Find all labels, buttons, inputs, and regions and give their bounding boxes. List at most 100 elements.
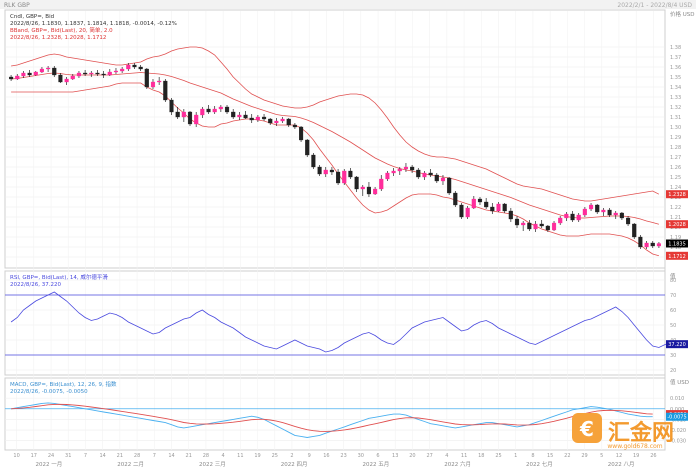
candle-body (224, 106, 230, 113)
candle-body (558, 217, 563, 224)
candle-body (576, 214, 581, 221)
candle (564, 212, 569, 221)
value-tag-label: 1.2328 (668, 192, 686, 198)
candle-body (299, 126, 304, 141)
candle (354, 176, 359, 192)
candle (95, 70, 100, 76)
price-y-tick: 1.27 (670, 155, 681, 161)
candle (656, 242, 661, 248)
candle-body (144, 68, 149, 88)
candle (360, 185, 365, 196)
rsi-legend-2: 2022/8/26, 37.220 (10, 282, 61, 288)
candle-body (70, 75, 75, 80)
x-day-tick: 28 (134, 453, 140, 459)
candle-body (434, 174, 439, 182)
candle (200, 107, 205, 118)
candle (471, 196, 476, 209)
candle-body (619, 212, 624, 219)
macd-y-tick: 0.010 (670, 396, 684, 402)
candle-body (336, 171, 341, 184)
candle (496, 202, 501, 212)
candle (299, 126, 304, 142)
candle (607, 208, 612, 217)
price-y-tick: 1.33 (670, 95, 681, 101)
candle (224, 105, 230, 114)
candle-body (89, 72, 94, 75)
value-tags: 1.23281.20281.18351.171237.220-0.0050-0.… (666, 190, 688, 421)
candle-body (95, 72, 100, 75)
x-day-tick: 7 (84, 453, 87, 459)
value-tag-box (666, 340, 688, 349)
candle-body (403, 166, 409, 170)
candle-body (447, 177, 452, 194)
candle-body (588, 204, 594, 210)
candle-body (169, 99, 174, 113)
candle (21, 71, 26, 78)
x-day-tick: 12 (616, 453, 622, 459)
macd-axis-title: 值 USD (670, 378, 689, 386)
x-month-label: 2022 三月 (199, 461, 226, 468)
candle-body (366, 186, 371, 195)
candle (46, 66, 51, 72)
candle-body (76, 72, 82, 77)
candle-body (360, 186, 365, 190)
watermark-logo-icon: € (579, 417, 594, 441)
candle-body (514, 218, 520, 226)
value-tag: 37.220 (666, 340, 688, 349)
candle-body (484, 201, 489, 208)
candle (502, 203, 507, 213)
price-y-tick: 1.21 (670, 215, 681, 221)
candle-body (385, 172, 390, 180)
candle-body (502, 203, 507, 212)
candle-body (175, 111, 180, 118)
candle-body (496, 203, 501, 212)
candle (613, 211, 618, 219)
price-y-tick: 1.38 (670, 45, 681, 51)
macd-macd-line (11, 402, 653, 438)
x-day-tick: 14 (99, 453, 105, 459)
candle-body (342, 170, 347, 184)
candle-body (101, 73, 106, 76)
value-tag-label: 1.1712 (668, 254, 686, 260)
x-day-tick: 5 (600, 453, 603, 459)
value-tag-label: 1.2028 (668, 222, 686, 228)
candle (317, 165, 322, 176)
x-day-tick: 2 (290, 453, 293, 459)
x-day-tick: 9 (308, 453, 311, 459)
value-tag-box (666, 190, 688, 199)
x-day-tick: 8 (531, 453, 534, 459)
x-day-tick: 19 (633, 453, 639, 459)
x-month-label: 2022 八月 (608, 461, 635, 468)
candle (15, 74, 20, 80)
rsi-legend-1: RSI, GBP=, Bid(Last), 14, 威尔德平滑 (10, 273, 108, 281)
price-y-tick: 1.19 (670, 235, 681, 241)
candle (101, 71, 106, 78)
price-axis-title: 价格 USD (670, 10, 695, 18)
macd-panel (4, 377, 666, 451)
price-legend-3: BBand, GBP=, Bid(Last), 20, 简单, 2.0 (10, 26, 113, 34)
candle (558, 216, 563, 225)
candle (521, 221, 526, 231)
x-day-tick: 22 (564, 453, 570, 459)
x-axis-months: 2022 一月 2022 二月 2022 三月 2022 四月 2022 五月 2022 … (36, 460, 635, 468)
price-y-tick: 1.36 (670, 65, 681, 71)
candle-body (459, 204, 464, 218)
candle-body (521, 222, 526, 226)
candle (261, 114, 267, 121)
candle-body (428, 172, 433, 176)
x-day-tick: 4 (222, 453, 225, 459)
x-day-tick: 13 (392, 453, 398, 459)
candle (27, 70, 32, 77)
x-month-label: 2022 六月 (444, 460, 471, 468)
macd-legend-1: MACD, GBP=, Bid(Last), 12, 26, 9, 指数 (10, 380, 117, 388)
candle (348, 168, 353, 179)
candle-body (348, 170, 353, 178)
candle (595, 204, 600, 214)
value-tag: 1.2328 (666, 190, 688, 199)
candle-body (126, 64, 131, 70)
x-day-tick: 11 (461, 453, 467, 459)
x-day-tick: 20 (409, 453, 415, 459)
candle-body (249, 117, 254, 121)
candle (588, 203, 594, 211)
